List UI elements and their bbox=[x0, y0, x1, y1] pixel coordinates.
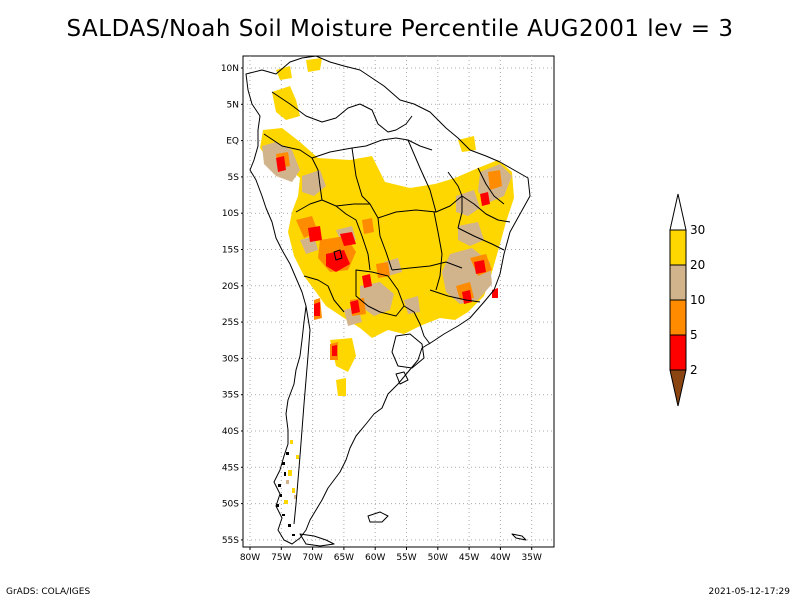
lon-tick-label: 65W bbox=[334, 553, 354, 563]
brazil-states-3 bbox=[391, 261, 463, 271]
colorbar-above-30 bbox=[669, 193, 687, 231]
brazil-states-8 bbox=[407, 139, 437, 213]
colorbar-below-2 bbox=[669, 369, 687, 407]
colorbar-level-label: 10 bbox=[690, 293, 705, 307]
brazil-states-2 bbox=[433, 211, 443, 291]
lon-tick-label: 80W bbox=[240, 553, 260, 563]
brazil-states-6 bbox=[457, 227, 505, 251]
lat-tick-label: 5S bbox=[228, 173, 240, 183]
shade-andes-speckles bbox=[284, 440, 299, 504]
lat-tick-label: 15S bbox=[222, 246, 239, 256]
lat-tick-label: EQ bbox=[226, 137, 239, 147]
lat-tick-label: 40S bbox=[222, 427, 239, 437]
lon-tick-label: 70W bbox=[302, 553, 322, 563]
tierra-del-fuego bbox=[299, 533, 335, 547]
colorbar-10-20 bbox=[669, 264, 687, 301]
timestamp: 2021-05-12-17:29 bbox=[708, 587, 791, 597]
colorbar-5-10 bbox=[669, 299, 687, 336]
longitude-axis-labels: 80W 75W 70W 65W 60W 55W 50W 45W 40W 35W bbox=[240, 547, 542, 563]
colorbar-2-5 bbox=[669, 334, 687, 371]
brazil-states-9 bbox=[351, 147, 371, 205]
colorbar-20-30 bbox=[669, 229, 687, 266]
lat-tick-label: 50S bbox=[222, 500, 239, 510]
lon-tick-label: 55W bbox=[396, 553, 416, 563]
lat-tick-label: 10N bbox=[221, 64, 239, 74]
border-uruguay bbox=[391, 333, 425, 369]
border-chile-bolivia-argentina bbox=[303, 275, 345, 313]
lon-tick-label: 60W bbox=[365, 553, 385, 563]
brazil-states-1 bbox=[377, 195, 463, 219]
coastlines-and-borders bbox=[245, 56, 531, 547]
border-paraguay bbox=[355, 269, 405, 317]
shade-2-5 bbox=[276, 156, 498, 356]
lat-tick-label: 25S bbox=[222, 318, 239, 328]
border-brazil-north bbox=[311, 137, 433, 159]
lon-tick-label: 75W bbox=[271, 553, 291, 563]
border-brazil-argentina bbox=[403, 305, 431, 345]
colorbar-level-label: 2 bbox=[690, 363, 698, 377]
colorbar-level-label: 30 bbox=[690, 223, 705, 237]
lat-tick-label: 5N bbox=[227, 100, 239, 110]
lon-tick-label: 50W bbox=[428, 553, 448, 563]
colorbar: 30 20 10 5 2 bbox=[669, 193, 705, 407]
colorbar-level-label: 5 bbox=[690, 328, 698, 342]
lat-tick-label: 45S bbox=[222, 463, 239, 473]
lat-tick-label: 55S bbox=[222, 536, 239, 546]
lat-tick-label: 10S bbox=[222, 209, 239, 219]
border-peru-bolivia bbox=[295, 199, 371, 271]
latitude-axis-labels: 10N 5N EQ 5S 10S 15S 20S 25S 30S 35S 40S 45S 50S 55S bbox=[221, 64, 243, 546]
falklands bbox=[367, 511, 389, 523]
lat-tick-label: 30S bbox=[222, 354, 239, 364]
colorbar-level-label: 20 bbox=[690, 258, 705, 272]
shade-andes-speckles-tan bbox=[286, 480, 297, 499]
south-america-coastline bbox=[245, 56, 531, 545]
lat-tick-label: 20S bbox=[222, 282, 239, 292]
soil-moisture-shading bbox=[260, 58, 514, 504]
lon-tick-label: 40W bbox=[490, 553, 510, 563]
grads-credit: GrADS: COLA/IGES bbox=[6, 587, 91, 597]
brazil-states-4 bbox=[461, 195, 511, 223]
lat-tick-label: 35S bbox=[222, 391, 239, 401]
lagoa-dos-patos bbox=[395, 371, 409, 385]
lon-tick-label: 35W bbox=[522, 553, 542, 563]
border-colombia-venezuela bbox=[271, 91, 361, 123]
border-argentina-chile bbox=[293, 305, 311, 525]
lon-tick-label: 45W bbox=[459, 553, 479, 563]
brazil-states-7 bbox=[429, 289, 481, 303]
border-venezuela-guyana bbox=[359, 103, 413, 133]
brazil-states-10 bbox=[477, 167, 505, 205]
chile-fjords bbox=[276, 452, 295, 536]
south-georgia bbox=[511, 533, 527, 541]
map-title: SALDAS/Noah Soil Moisture Percentile AUG… bbox=[66, 16, 734, 42]
brazil-states-5 bbox=[447, 171, 463, 229]
lake-titicaca bbox=[333, 249, 343, 261]
